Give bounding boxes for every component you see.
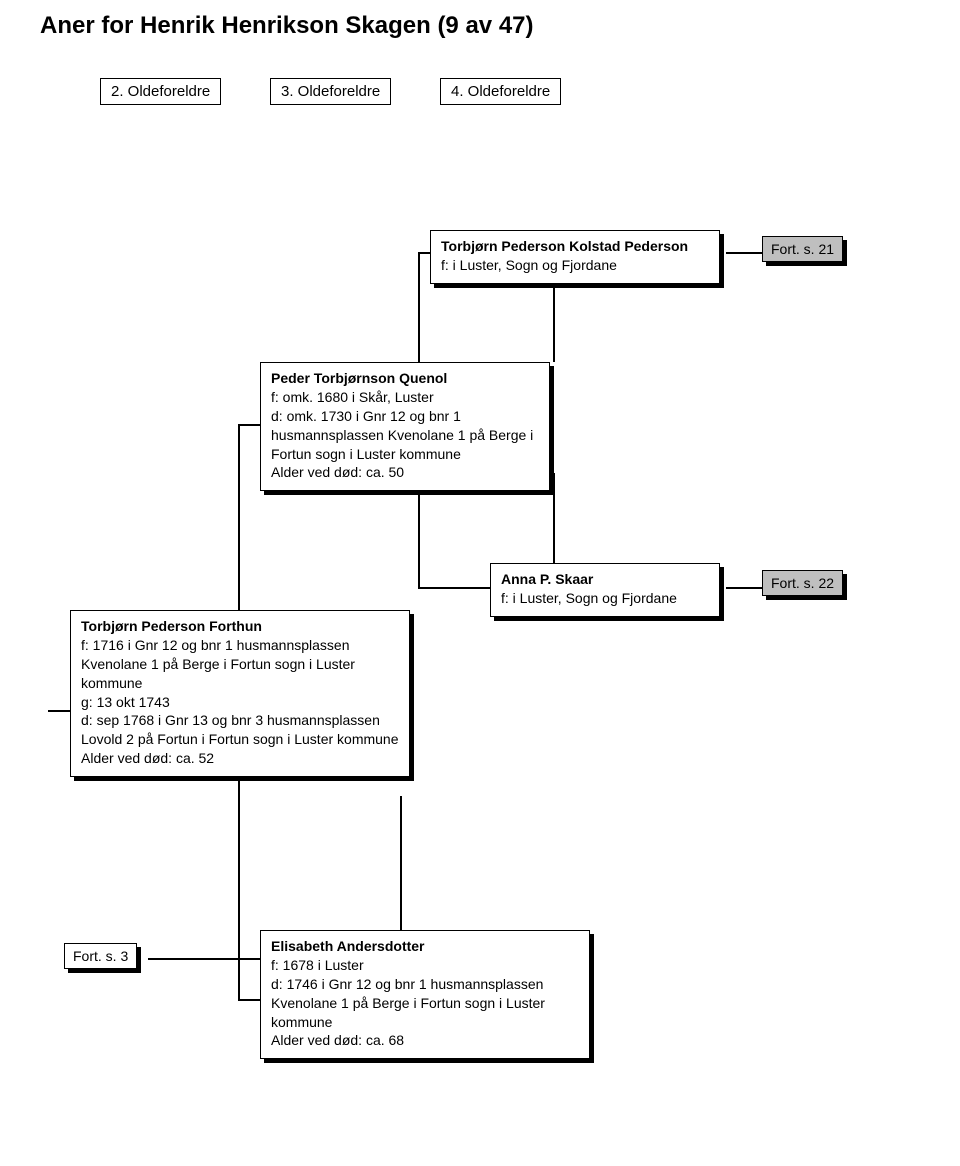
person-card-peder-quenol: Peder Torbjørnson Quenol f: omk. 1680 i … [260, 362, 550, 491]
connector-line [238, 999, 260, 1001]
connector-line [48, 710, 70, 712]
person-death: d: omk. 1730 i Gnr 12 og bnr 1 husmannsp… [271, 407, 539, 464]
person-name: Peder Torbjørnson Quenol [271, 369, 539, 388]
person-birth: f: 1716 i Gnr 12 og bnr 1 husmannsplasse… [81, 636, 399, 693]
fort-ref-3: Fort. s. 3 [64, 943, 137, 969]
person-death: d: 1746 i Gnr 12 og bnr 1 husmannsplasse… [271, 975, 579, 1032]
person-name: Elisabeth Andersdotter [271, 937, 579, 956]
page-title: Aner for Henrik Henrikson Skagen (9 av 4… [40, 12, 534, 40]
connector-line [418, 587, 490, 589]
connector-line [148, 958, 260, 960]
gen-label-3: 3. Oldeforeldre [270, 78, 391, 105]
person-birth: f: omk. 1680 i Skår, Luster [271, 388, 539, 407]
connector-line [400, 796, 402, 930]
connector-line [726, 587, 762, 589]
person-birth: f: i Luster, Sogn og Fjordane [441, 256, 709, 275]
connector-line [553, 282, 555, 362]
fort-ref-22: Fort. s. 22 [762, 570, 843, 596]
person-card-torbjorn-kolstad: Torbjørn Pederson Kolstad Pederson f: i … [430, 230, 720, 284]
person-age: Alder ved død: ca. 50 [271, 463, 539, 482]
person-card-anna-skaar: Anna P. Skaar f: i Luster, Sogn og Fjord… [490, 563, 720, 617]
connector-line [553, 473, 555, 563]
person-card-elisabeth: Elisabeth Andersdotter f: 1678 i Luster … [260, 930, 590, 1059]
person-birth: f: 1678 i Luster [271, 956, 579, 975]
person-birth: f: i Luster, Sogn og Fjordane [501, 589, 709, 608]
gen-label-2: 2. Oldeforeldre [100, 78, 221, 105]
person-card-torbjorn-forthun: Torbjørn Pederson Forthun f: 1716 i Gnr … [70, 610, 410, 777]
gen-label-4: 4. Oldeforeldre [440, 78, 561, 105]
connector-line [418, 252, 430, 254]
person-age: Alder ved død: ca. 52 [81, 749, 399, 768]
connector-line [238, 424, 260, 426]
person-marriage: g: 13 okt 1743 [81, 693, 399, 712]
fort-ref-21: Fort. s. 21 [762, 236, 843, 262]
person-age: Alder ved død: ca. 68 [271, 1031, 579, 1050]
person-name: Torbjørn Pederson Kolstad Pederson [441, 237, 709, 256]
connector-line [726, 252, 762, 254]
person-death: d: sep 1768 i Gnr 13 og bnr 3 husmannspl… [81, 711, 399, 749]
person-name: Torbjørn Pederson Forthun [81, 617, 399, 636]
person-name: Anna P. Skaar [501, 570, 709, 589]
